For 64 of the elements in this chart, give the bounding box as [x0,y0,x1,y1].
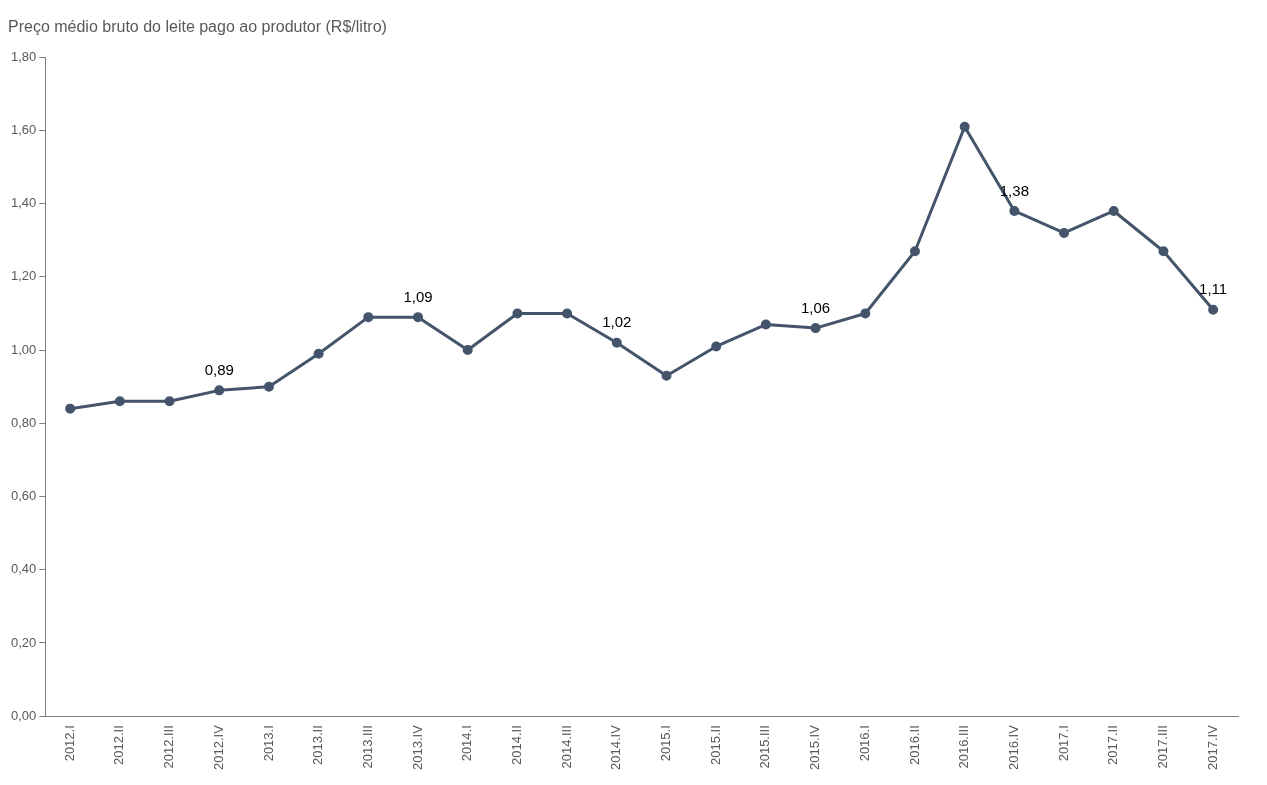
x-tick-label: 2017.III [1155,725,1171,769]
point [711,341,722,352]
x-tick-label: 2013.I [260,725,276,762]
data-label: 1,09 [403,287,433,305]
point [860,308,871,319]
x-tick-label: 2015.II [707,725,723,765]
point [462,345,473,356]
point [65,403,76,414]
y-tick-label: 1,60 [10,122,37,137]
point [1009,205,1020,216]
y-tick-label: 1,80 [10,48,37,64]
x-tick-label: 2012.I [61,725,77,762]
chart-title: Preço médio bruto do leite pago ao produtor (R$/litro) [8,18,387,36]
y-tick-label: 1,40 [10,195,37,211]
x-tick-label: 2016.III [956,725,972,769]
point [363,312,374,323]
x-tick-label: 2012.IV [210,724,226,771]
point [114,396,125,407]
x-tick-label: 2014.I [459,725,475,762]
point [214,385,225,396]
x-tick-label: 2015.I [658,725,674,762]
x-tick-label: 2017.II [1105,725,1121,765]
x-tick-label: 2014.II [508,725,524,765]
x-tick-label: 2015.IV [807,724,823,771]
point [562,308,573,319]
y-tick-label: 1,00 [10,341,37,357]
x-tick-label: 2017.I [1055,725,1071,762]
x-tick-label: 2016.I [856,725,872,762]
y-tick-label: 0,80 [10,414,37,430]
y-tick-label: 0,20 [10,634,37,650]
point [164,396,175,407]
point [1059,227,1070,238]
point [760,319,771,330]
point [413,312,424,323]
x-tick-label: 2015.III [757,725,773,769]
x-tick-label: 2012.III [161,725,177,769]
x-tick-label: 2012.II [111,725,127,765]
x-tick-label: 2016.IV [1005,724,1021,771]
y-tick-label: 0,40 [10,561,37,577]
point [263,381,274,392]
point [661,370,672,381]
point [1158,246,1169,257]
point [810,323,821,334]
y-tick-label: 0,60 [10,488,37,504]
x-tick-label: 2014.III [558,725,574,769]
point [1208,304,1219,315]
x-tick-label: 2014.IV [608,724,624,771]
x-tick-label: 2017.IV [1204,724,1220,771]
data-label: 1,06 [800,298,831,316]
point [611,337,622,348]
data-label: 0,89 [204,360,234,378]
point [909,246,920,257]
y-tick-label: 0,00 [10,707,37,723]
x-tick-label: 2013.III [359,725,375,769]
x-tick-label: 2013.IV [409,724,425,771]
point [512,308,523,319]
point [959,121,970,132]
data-label: 1,02 [602,313,632,331]
data-label: 1,11 [1199,280,1228,298]
point [1108,205,1119,216]
point [313,348,324,359]
x-tick-label: 2016.II [906,725,922,765]
x-tick-label: 2013.II [310,725,326,765]
y-tick-label: 1,20 [10,268,37,284]
